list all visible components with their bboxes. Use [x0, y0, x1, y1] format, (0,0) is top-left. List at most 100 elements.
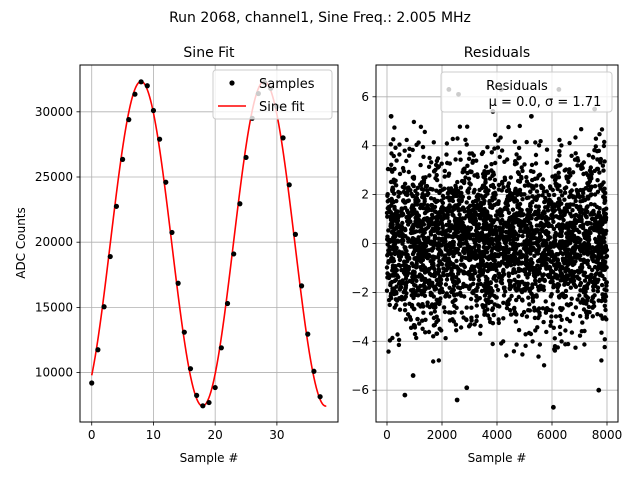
residual-point — [491, 172, 496, 177]
residual-point — [394, 284, 399, 289]
residual-point — [397, 257, 403, 263]
residual-point — [538, 220, 544, 226]
residual-point — [406, 169, 411, 175]
residual-point — [506, 237, 511, 242]
residual-point — [412, 331, 418, 337]
residual-point — [520, 223, 525, 228]
residual-point — [529, 162, 535, 168]
residual-point — [519, 176, 524, 181]
residual-point — [466, 195, 472, 200]
residual-point — [475, 172, 480, 177]
residual-point — [455, 179, 460, 185]
residuals-xtick-label: 0 — [383, 428, 391, 442]
residual-point — [420, 326, 425, 331]
residual-point — [558, 331, 563, 337]
residual-point — [392, 206, 397, 211]
residual-point — [461, 206, 467, 212]
residual-point — [552, 192, 557, 198]
residual-point — [459, 293, 464, 298]
residual-point — [402, 296, 407, 302]
residual-point — [601, 211, 607, 216]
residual-point — [600, 267, 605, 272]
residuals-legend-title: Residuals — [486, 79, 548, 94]
residual-point — [430, 187, 435, 192]
residual-outlier-point — [464, 385, 470, 391]
residual-point — [579, 266, 584, 271]
residual-point — [582, 342, 587, 347]
residual-point — [458, 157, 463, 162]
residual-point — [517, 201, 523, 207]
residual-point — [527, 210, 532, 215]
residual-point — [437, 275, 442, 280]
residual-point — [490, 306, 496, 311]
residual-point — [568, 301, 573, 307]
residual-point — [546, 274, 552, 280]
sine-fit-curve — [90, 80, 327, 407]
residual-point — [464, 200, 469, 205]
sine-fit-xlabel: Sample # — [180, 451, 239, 465]
residual-point — [491, 191, 496, 196]
residual-point — [482, 311, 487, 316]
residual-point — [559, 277, 564, 283]
residual-point — [392, 227, 397, 232]
residual-point — [536, 193, 541, 198]
residual-point — [564, 202, 570, 207]
residual-point — [591, 303, 597, 309]
residual-point — [434, 331, 440, 336]
residual-point — [423, 184, 428, 189]
residual-point — [393, 289, 399, 294]
residual-point — [485, 286, 490, 291]
residual-point — [449, 266, 454, 271]
residual-point — [542, 222, 547, 227]
residual-point — [498, 279, 503, 284]
residual-point — [555, 289, 560, 294]
residual-point — [526, 261, 531, 267]
residual-point — [565, 261, 570, 266]
sine-fit-xtick-label: 10 — [146, 428, 161, 442]
residual-point — [457, 212, 462, 217]
residual-point — [470, 208, 475, 213]
residual-point — [428, 230, 433, 235]
residual-point — [498, 207, 503, 212]
residual-point — [509, 293, 514, 299]
residual-point — [508, 226, 513, 231]
residual-point — [596, 263, 602, 269]
residual-point — [453, 227, 458, 232]
residual-point — [595, 166, 601, 172]
residual-point — [392, 166, 397, 172]
residual-point — [528, 236, 534, 241]
residual-point — [536, 208, 541, 213]
residual-point — [576, 207, 582, 212]
residual-point — [564, 316, 570, 322]
residual-point — [577, 293, 582, 298]
residual-point — [564, 254, 570, 259]
residual-point — [499, 252, 504, 257]
residual-point — [474, 314, 479, 319]
residual-point — [391, 272, 396, 277]
residual-point — [602, 159, 607, 164]
residuals-xtick-label: 8000 — [592, 428, 623, 442]
residual-point — [467, 251, 472, 256]
residual-point — [479, 261, 484, 266]
residual-point — [512, 305, 517, 311]
residual-point — [586, 196, 591, 201]
residual-point — [536, 204, 541, 209]
residual-point — [446, 173, 451, 178]
residual-point — [418, 224, 423, 229]
residual-point — [551, 282, 556, 288]
residual-point — [476, 225, 482, 231]
residual-point — [476, 197, 481, 202]
residual-point — [534, 216, 539, 222]
residual-point — [492, 132, 498, 138]
residual-point — [447, 243, 452, 248]
residual-point — [550, 302, 556, 307]
residual-point — [572, 269, 577, 275]
residual-point — [414, 214, 420, 219]
residual-point — [499, 148, 505, 153]
residual-point — [565, 232, 570, 237]
residual-point — [385, 192, 390, 197]
residual-point — [525, 233, 530, 239]
residual-point — [592, 225, 597, 230]
residual-point — [420, 275, 425, 280]
residual-point — [485, 313, 491, 318]
